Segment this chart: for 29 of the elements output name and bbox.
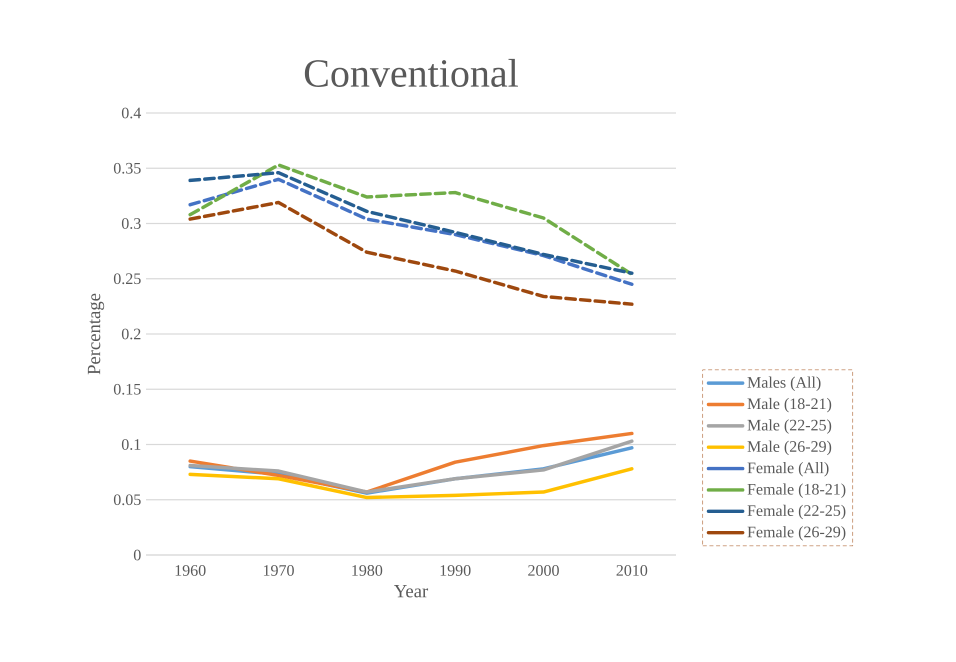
y-tick-label: 0.05	[114, 494, 141, 506]
legend-label: Males (All)	[748, 376, 821, 392]
chart-title: Conventional	[304, 58, 518, 87]
legend-label: Female (All)	[748, 462, 829, 477]
y-tick-label: 0.35	[114, 162, 141, 174]
x-axis-title: Year	[394, 584, 428, 598]
line-series	[188, 178, 634, 286]
line-series	[188, 467, 634, 500]
legend-label: Male (26-29)	[748, 440, 832, 456]
y-tick-label: 0	[134, 550, 141, 560]
x-tick-label: 1980	[352, 565, 382, 576]
y-tick-label: 0.1	[122, 439, 140, 450]
y-tick-label: 0.25	[114, 273, 141, 284]
x-tick-label: 2000	[528, 565, 559, 576]
y-tick-label: 0.15	[114, 384, 141, 395]
y-axis-title: Percentage	[88, 294, 104, 374]
y-tick-label: 0.4	[122, 108, 142, 118]
line-series	[188, 200, 634, 306]
legend-label: Female (22-25)	[748, 504, 846, 520]
x-tick-label: 1960	[176, 565, 206, 576]
legend-label: Male (22-25)	[748, 419, 832, 434]
x-tick-label: 1970	[264, 565, 294, 576]
y-tick-label: 0.3	[122, 218, 141, 229]
legend-label: Male (18-21)	[748, 398, 832, 412]
legend-label: Female (18-21)	[748, 483, 846, 498]
x-tick-label: 2010	[616, 565, 648, 576]
legend-label: Female (26-29)	[748, 526, 846, 541]
x-tick-label: 1990	[440, 565, 471, 576]
y-tick-label: 0.2	[122, 328, 140, 340]
